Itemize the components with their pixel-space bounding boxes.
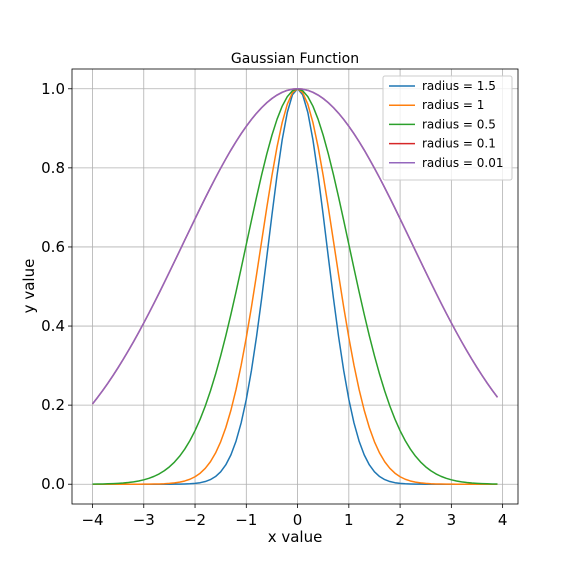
y-tick-label: 0.0 xyxy=(41,475,65,493)
plot-frame xyxy=(71,68,519,505)
chart-title: Gaussian Function xyxy=(231,51,359,67)
x-axis-label: x value xyxy=(268,528,323,546)
series-lines xyxy=(91,88,499,485)
legend-label: radius = 0.01 xyxy=(422,156,504,170)
legend-label: radius = 1 xyxy=(422,98,484,112)
x-tick-label: −3 xyxy=(133,511,155,529)
x-tick-label: 1 xyxy=(344,511,354,529)
legend-label: radius = 0.5 xyxy=(422,117,496,131)
y-tick-label: 0.2 xyxy=(41,396,65,414)
x-tick-label: −1 xyxy=(235,511,257,529)
y-tick-label: 0.8 xyxy=(41,159,65,177)
legend-label: radius = 0.1 xyxy=(422,137,496,151)
y-tick-label: 1.0 xyxy=(41,80,65,98)
x-tick-label: 3 xyxy=(447,511,457,529)
x-tick-label: 2 xyxy=(395,511,405,529)
y-tick-label: 0.6 xyxy=(41,238,65,256)
y-tick-label: 0.4 xyxy=(41,317,65,335)
series-line-radius-1 xyxy=(92,88,498,485)
x-tick-label: 0 xyxy=(293,511,303,529)
series-line-radius-0-01 xyxy=(91,88,499,405)
legend-label: radius = 1.5 xyxy=(422,79,496,93)
x-tick-label: −4 xyxy=(81,511,103,529)
x-tick-label: 4 xyxy=(498,511,508,529)
legend: radius = 1.5 radius = 1 radius = 0.5 radius… xyxy=(382,75,513,181)
y-axis-label: y value xyxy=(20,259,38,314)
ticks: −4 −3 −2 −1 0 1 2 3 4 0.0 0.2 0.4 0.6 0.8 1.0 xyxy=(41,80,507,529)
legend-box xyxy=(382,75,513,181)
series-line-radius-0-5 xyxy=(92,88,498,485)
x-tick-label: −2 xyxy=(184,511,206,529)
